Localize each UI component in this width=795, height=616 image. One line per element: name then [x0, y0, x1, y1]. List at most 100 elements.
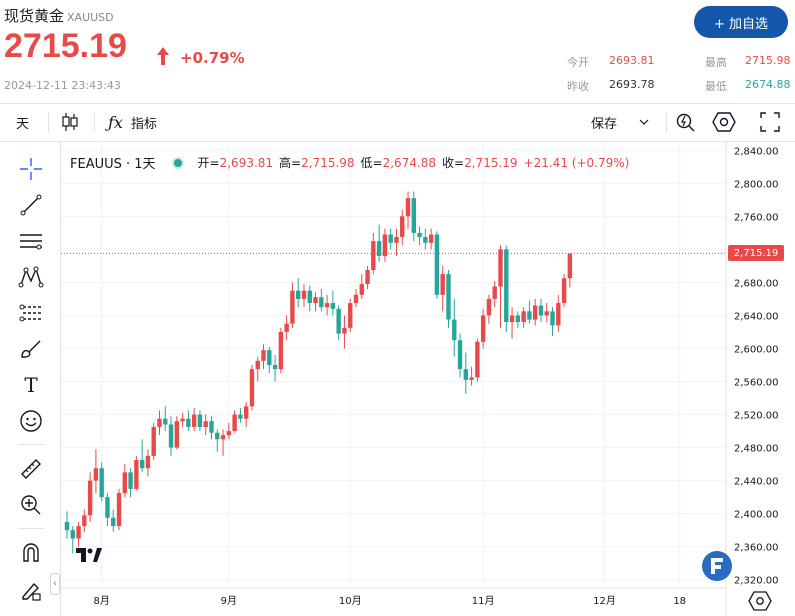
candle — [561, 274, 567, 308]
candle-body — [365, 270, 370, 285]
candle — [509, 307, 515, 339]
candle — [116, 488, 122, 531]
candle-body — [348, 303, 353, 328]
magnet-tool[interactable] — [16, 538, 46, 568]
candle — [486, 294, 492, 324]
tradingview-logo[interactable] — [76, 547, 102, 567]
text-tool[interactable]: T — [16, 370, 46, 400]
quick-search-icon[interactable] — [675, 111, 697, 133]
x-tick-label: 8月 — [93, 595, 109, 607]
zoom-tool[interactable] — [16, 490, 46, 520]
candle-body — [307, 290, 312, 304]
candle-body — [272, 365, 278, 370]
candle — [296, 278, 301, 308]
candle-body — [417, 232, 422, 237]
legend-high: 2,715.98 — [301, 155, 355, 170]
measure-tool[interactable] — [16, 454, 46, 484]
magnet-icon — [23, 543, 39, 562]
toolbar-separator — [666, 112, 667, 132]
candle-body — [440, 274, 445, 295]
brand-f-logo — [702, 551, 732, 581]
x-tick-label: 18 — [673, 596, 686, 607]
collapse-toolbar-button[interactable]: ‹ — [50, 573, 60, 595]
chart-legend: FEAUUS · 1天 开= 2,693.81 高= 2,715.98 低= 2,67… — [70, 153, 635, 173]
crosshair-tool[interactable] — [16, 154, 46, 184]
trend-line-tool[interactable] — [16, 190, 46, 220]
candle — [209, 416, 214, 440]
candlestick-icon[interactable] — [61, 112, 79, 132]
pattern-tool[interactable] — [16, 262, 46, 292]
candle — [480, 308, 486, 349]
candle — [469, 366, 474, 386]
price-change: +0.79% — [180, 49, 245, 67]
y-tick-label: 2,760.00 — [734, 212, 779, 223]
indicators-button[interactable]: ƒx 指标 — [108, 104, 157, 140]
brush-tool[interactable] — [16, 334, 46, 364]
candle-body — [301, 290, 307, 299]
add-watchlist-button[interactable]: + 加自选 — [694, 6, 788, 38]
lock-drawing-tool[interactable] — [16, 576, 46, 606]
y-tick-label: 2,320.00 — [734, 576, 779, 587]
candle — [382, 228, 388, 262]
candle-body — [255, 360, 260, 370]
candle-body — [498, 249, 503, 287]
candle-body — [382, 234, 388, 256]
candle-body — [446, 274, 451, 320]
candle-body — [111, 517, 116, 527]
candle-body — [191, 414, 197, 427]
candle-body — [567, 253, 573, 279]
candle — [388, 228, 393, 250]
save-button[interactable]: 保存 — [591, 104, 649, 140]
legend-low: 2,674.88 — [382, 155, 437, 170]
interval-button[interactable]: 天 — [16, 116, 30, 132]
y-tick-label: 2,800.00 — [734, 179, 779, 190]
candle — [504, 245, 509, 332]
candle-body — [64, 521, 70, 531]
candle — [359, 274, 364, 299]
settings-hexagon-icon[interactable] — [712, 111, 736, 133]
candle — [556, 294, 561, 332]
legend-symbol[interactable]: FEAUUS · 1天 — [70, 157, 156, 172]
candle — [440, 265, 445, 312]
candle — [186, 410, 191, 432]
candle — [180, 412, 185, 427]
candle — [191, 407, 197, 432]
candle — [215, 429, 220, 452]
candle — [498, 245, 503, 328]
candle — [134, 455, 139, 491]
price-chart[interactable]: 2,320.00 2,360.00 2,400.00 2,440.00 2,480.00… — [61, 142, 795, 616]
candle — [249, 365, 255, 411]
f-logo-icon — [711, 558, 723, 574]
candle-body — [174, 421, 180, 448]
y-tick-label: 2,680.00 — [734, 278, 779, 289]
candle — [348, 298, 353, 332]
chart-settings-icon[interactable] — [748, 590, 772, 612]
candle-body — [290, 290, 295, 324]
candle-body — [203, 421, 208, 427]
forecast-tool[interactable] — [16, 298, 46, 328]
fullscreen-icon[interactable] — [760, 112, 780, 132]
candle-body — [82, 515, 87, 527]
candle-body — [122, 472, 127, 494]
candle — [313, 292, 318, 312]
emoji-tool[interactable] — [16, 406, 46, 436]
fib-tool[interactable] — [16, 226, 46, 256]
legend-low-label: 低= — [360, 156, 383, 170]
candle-body — [521, 311, 526, 323]
candle — [278, 327, 284, 374]
candle — [226, 422, 232, 440]
candle-body — [550, 311, 555, 326]
candle — [411, 191, 416, 242]
candle-body — [163, 418, 168, 425]
x-tick-label: 10月 — [339, 595, 362, 607]
candle-body — [278, 331, 284, 370]
y-tick-label: 2,520.00 — [734, 411, 779, 422]
candle-body — [492, 286, 497, 299]
candle — [446, 270, 451, 328]
candle-body — [220, 435, 226, 440]
candle — [365, 265, 370, 290]
candle-body — [342, 327, 347, 334]
toolbar-separator — [48, 112, 49, 132]
candle — [336, 305, 341, 341]
candle — [290, 282, 295, 328]
